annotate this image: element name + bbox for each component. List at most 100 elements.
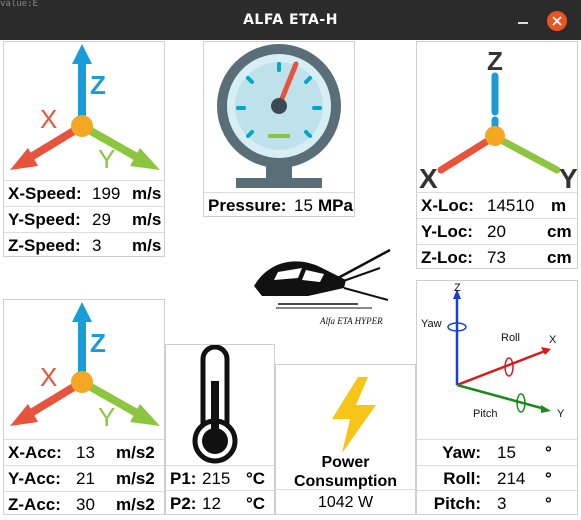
power-title-line2: Consumption [293, 473, 398, 490]
orientation-y-label: Y [557, 408, 565, 420]
orientation-x-label: X [549, 334, 557, 346]
orientation-z-label: Z [454, 282, 461, 294]
orientation-roll-label-text: Roll: [443, 469, 481, 488]
window-title: ALFA ETA-H [243, 12, 338, 28]
speed-x-value: 199 [92, 184, 121, 203]
location-y-label: Y [559, 163, 577, 192]
orientation-roll-unit: ° [545, 469, 552, 488]
close-button[interactable] [547, 11, 567, 31]
acceleration-z-value: 30 [76, 495, 95, 514]
acceleration-x-unit: m/s2 [116, 443, 155, 462]
minimize-button[interactable] [513, 11, 533, 31]
speed-panel: Z X Y X-Speed: 199 m/s Y-Speed: 29 m/s Z… [3, 41, 165, 257]
temperature-p1-value: 215 [202, 469, 231, 488]
train-logo-icon: Alfa ETA HYPER [254, 248, 391, 326]
location-panel: Z X Y X-Loc: 14510 m Y-Loc: 20 cm Z-Loc:… [416, 41, 578, 269]
acceleration-panel: Z X Y X-Acc: 13 m/s2 Y-Acc: 21 m/s2 Z-Ac… [3, 299, 165, 515]
temperature-p1-label: P1: [170, 469, 197, 488]
acceleration-y-unit: m/s2 [116, 469, 155, 488]
orientation-panel: Z Yaw Roll X Pitch Y Yaw: 15 ° Roll: 214… [416, 280, 578, 515]
location-x-value: 14510 [487, 196, 535, 215]
speed-z-value: 3 [92, 236, 102, 255]
location-z-value: 73 [487, 248, 506, 267]
temperature-p2-unit: °C [246, 494, 266, 513]
location-z-label-text: Z-Loc: [421, 248, 473, 267]
location-y-unit: cm [547, 222, 572, 241]
thermometer-icon [192, 345, 238, 464]
acceleration-row-x: X-Acc: 13 m/s2 [4, 439, 164, 465]
location-row-y: Y-Loc: 20 cm [417, 218, 577, 244]
speed-z-unit: m/s [132, 236, 162, 255]
speed-y-value: 29 [92, 210, 111, 229]
orientation-row-yaw: Yaw: 15 ° [417, 439, 577, 465]
background-text: value:E [0, 0, 38, 8]
orientation-yaw-label: Yaw [421, 318, 442, 330]
location-z-label: Z [487, 46, 503, 76]
orientation-yaw-unit: ° [545, 443, 552, 462]
acceleration-row-y: Y-Acc: 21 m/s2 [4, 465, 164, 491]
logo: Alfa ETA HYPER [248, 244, 398, 328]
power-title-line1: Power [321, 454, 370, 471]
pressure-unit: MPa [318, 196, 353, 215]
location-axes-icon: Z X Y [419, 46, 577, 192]
acceleration-y-label: Y [98, 402, 115, 432]
location-y-label-text: Y-Loc: [421, 222, 473, 241]
acceleration-z-label-text: Z-Acc: [8, 495, 61, 514]
power-panel: Power Consumption 1042 W [275, 364, 416, 515]
pressure-value: 15 [294, 196, 313, 215]
speed-row-y: Y-Speed: 29 m/s [4, 206, 164, 232]
pressure-panel: Pressure: 15 MPa [203, 41, 355, 217]
pressure-row: Pressure: 15 MPa [204, 192, 354, 218]
speed-z-label-text: Z-Speed: [8, 236, 81, 255]
temperature-p1-unit: °C [246, 469, 266, 488]
temperature-p2-label: P2: [170, 494, 197, 513]
speed-x-label-text: X-Speed: [8, 184, 82, 203]
orientation-pitch-value: 3 [497, 494, 507, 513]
speed-y-unit: m/s [132, 210, 162, 229]
power-title: Power Consumption [276, 453, 415, 491]
orientation-row-pitch: Pitch: 3 ° [417, 490, 577, 516]
orientation-pitch-label: Pitch [473, 408, 497, 420]
acceleration-x-value: 13 [76, 443, 95, 462]
temperature-row-p2: P2: 12 °C [166, 490, 274, 516]
title-bar[interactable]: value:E ALFA ETA-H [0, 0, 581, 40]
orientation-roll-label: Roll [501, 332, 520, 344]
orientation-pitch-label-text: Pitch: [433, 494, 481, 513]
location-x-unit: m [551, 196, 567, 215]
location-x-label-text: X-Loc: [421, 196, 474, 215]
speed-axes-icon: Z X Y [10, 44, 160, 174]
orientation-yaw-label-text: Yaw: [442, 443, 481, 462]
pressure-label: Pressure: [208, 196, 287, 215]
location-x-label: X [419, 163, 438, 192]
speed-y-label: Y [98, 144, 115, 174]
speed-y-label-text: Y-Speed: [8, 210, 81, 229]
acceleration-x-label: X [40, 362, 57, 392]
location-y-value: 20 [487, 222, 506, 241]
orientation-roll-value: 214 [497, 469, 526, 488]
temperature-panel: P1: 215 °C P2: 12 °C [165, 344, 275, 515]
lightning-bolt-icon [332, 377, 376, 453]
pressure-gauge-icon [217, 44, 341, 188]
location-z-unit: cm [547, 248, 572, 267]
orientation-diagram-icon: Z Yaw Roll X Pitch Y [421, 282, 565, 420]
acceleration-axes-icon: Z X Y [10, 302, 160, 432]
location-row-x: X-Loc: 14510 m [417, 192, 577, 218]
acceleration-z-label: Z [90, 328, 106, 358]
acceleration-y-label-text: Y-Acc: [8, 469, 61, 488]
temperature-row-p1: P1: 215 °C [166, 465, 274, 491]
orientation-row-roll: Roll: 214 ° [417, 465, 577, 491]
speed-row-z: Z-Speed: 3 m/s [4, 232, 164, 258]
acceleration-row-z: Z-Acc: 30 m/s2 [4, 491, 164, 517]
speed-z-label: Z [90, 70, 106, 100]
location-row-z: Z-Loc: 73 cm [417, 244, 577, 270]
power-value: 1042 W [276, 489, 415, 515]
orientation-yaw-value: 15 [497, 443, 516, 462]
acceleration-y-value: 21 [76, 469, 95, 488]
speed-x-unit: m/s [132, 184, 162, 203]
close-icon [552, 16, 562, 26]
logo-text: Alfa ETA HYPER [319, 316, 383, 326]
acceleration-z-unit: m/s2 [116, 495, 155, 514]
temperature-p2-value: 12 [202, 494, 221, 513]
speed-x-label: X [40, 104, 57, 134]
